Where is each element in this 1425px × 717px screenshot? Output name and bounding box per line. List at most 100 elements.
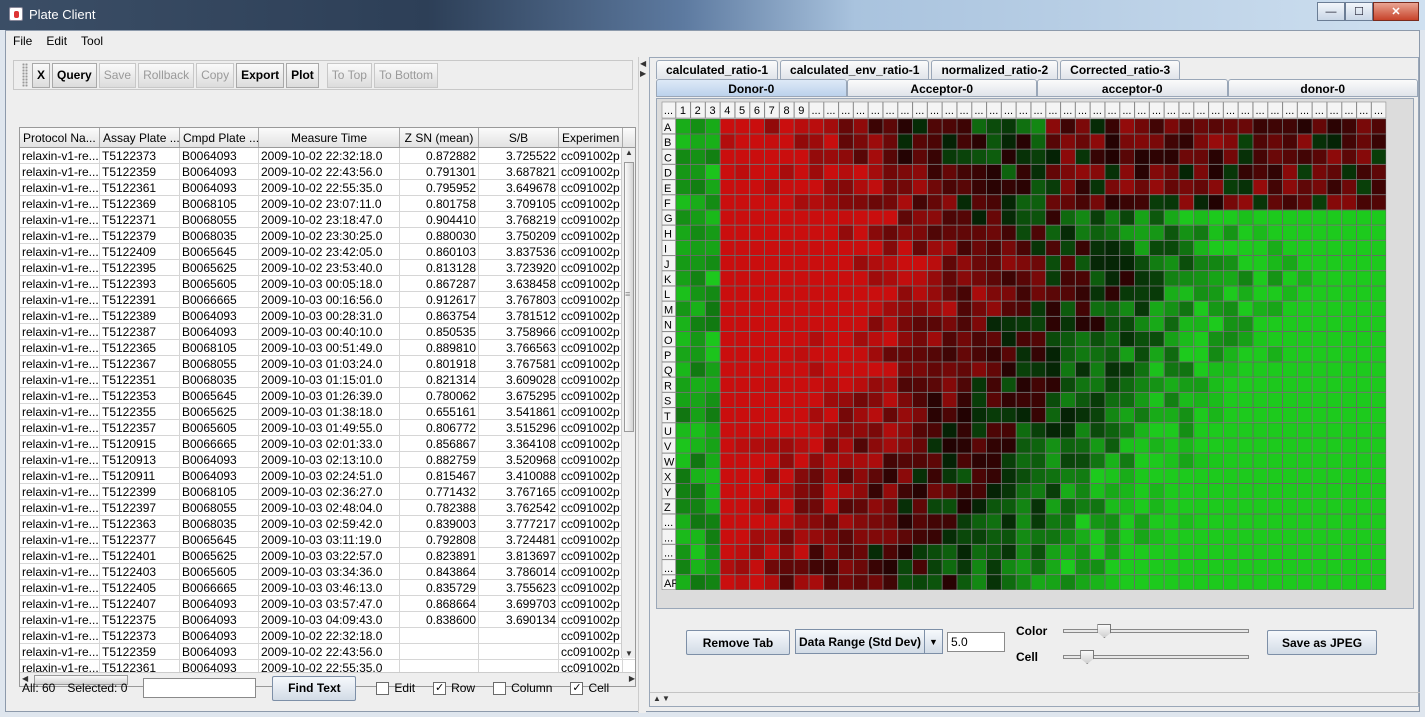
table-cell[interactable]: T5122397 — [100, 500, 180, 515]
plate-well[interactable] — [868, 225, 883, 241]
plate-well[interactable] — [1090, 316, 1105, 332]
plate-well[interactable] — [734, 164, 750, 180]
plate-well[interactable] — [1075, 118, 1091, 134]
plate-well[interactable] — [1164, 149, 1179, 165]
plate-well[interactable] — [764, 392, 780, 408]
plate-well[interactable] — [957, 392, 972, 408]
data-range-select[interactable]: Data Range (Std Dev) ▼ — [795, 629, 943, 654]
plate-well[interactable] — [1149, 468, 1165, 484]
plate-well[interactable] — [1164, 301, 1179, 317]
table-cell[interactable]: B0065645 — [180, 532, 259, 547]
plate-well[interactable] — [868, 118, 883, 134]
plate-well[interactable] — [838, 179, 854, 195]
plate-well[interactable] — [1060, 468, 1076, 484]
plate-well[interactable] — [1179, 529, 1194, 545]
table-row[interactable]: relaxin-v1-re... T5122371 B0068055 2009-10-… — [20, 212, 635, 228]
plate-well[interactable] — [1119, 270, 1135, 286]
plate-well[interactable] — [1001, 422, 1017, 438]
plate-well[interactable] — [749, 209, 765, 226]
plate-well[interactable] — [1060, 301, 1076, 317]
table-cell[interactable]: cc091002p — [559, 516, 623, 531]
plate-well[interactable] — [1001, 179, 1017, 195]
plate-well[interactable] — [1341, 164, 1357, 180]
plate-well[interactable] — [794, 270, 809, 286]
plate-well[interactable] — [1149, 270, 1165, 286]
plate-well[interactable] — [868, 574, 883, 590]
plate-well[interactable] — [853, 118, 869, 134]
table-cell[interactable]: 3.515296 — [479, 420, 559, 435]
plate-well[interactable] — [1223, 362, 1239, 378]
plate-well[interactable] — [1341, 301, 1357, 317]
plate-well[interactable] — [1179, 134, 1194, 150]
tab-donor-0[interactable]: donor-0 — [1227, 79, 1418, 97]
plate-well[interactable] — [1371, 529, 1387, 545]
plate-well[interactable] — [1090, 179, 1105, 195]
plate-well[interactable] — [1193, 255, 1209, 271]
scroll-left-icon[interactable]: ◀ — [22, 674, 29, 683]
table-cell[interactable]: 0.795952 — [400, 180, 479, 195]
plate-well[interactable] — [1341, 468, 1357, 484]
plate-well[interactable] — [1090, 149, 1105, 165]
plate-well[interactable] — [1060, 407, 1076, 423]
plate-well[interactable] — [690, 285, 706, 302]
plate-well[interactable] — [823, 468, 839, 484]
plate-well[interactable] — [1356, 483, 1372, 499]
plate-well[interactable] — [838, 164, 854, 180]
table-cell[interactable]: B0068055 — [180, 212, 259, 227]
plate-well[interactable] — [808, 438, 824, 454]
plate-well[interactable] — [1327, 301, 1342, 317]
plate-well[interactable] — [1282, 483, 1298, 499]
plate-well[interactable] — [1297, 285, 1313, 302]
plate-well[interactable] — [1208, 134, 1224, 150]
plate-well[interactable] — [1060, 316, 1076, 332]
plate-well[interactable] — [720, 331, 735, 347]
plate-well[interactable] — [1060, 118, 1076, 134]
plate-well[interactable] — [1105, 498, 1120, 514]
plate-well[interactable] — [1001, 285, 1017, 302]
table-cell[interactable]: 3.687821 — [479, 164, 559, 179]
plate-well[interactable] — [1119, 377, 1135, 393]
plate-well[interactable] — [1060, 164, 1076, 180]
plate-well[interactable] — [1016, 377, 1031, 393]
plate-well[interactable] — [1208, 240, 1224, 256]
plate-well[interactable] — [1282, 362, 1298, 378]
plate-well[interactable] — [927, 285, 943, 302]
column-header[interactable]: Z SN (mean) — [400, 128, 479, 147]
table-cell[interactable]: relaxin-v1-re... — [22, 372, 100, 387]
plate-well[interactable] — [868, 164, 883, 180]
plate-well[interactable] — [1016, 134, 1031, 150]
plate-well[interactable] — [794, 574, 809, 590]
plate-well[interactable] — [1253, 301, 1268, 317]
plate-well[interactable] — [1149, 559, 1165, 575]
plate-well[interactable] — [1312, 149, 1327, 165]
plate-well[interactable] — [1356, 255, 1372, 271]
plate-well[interactable] — [1016, 194, 1031, 210]
plate-well[interactable] — [1090, 483, 1105, 499]
plate-well[interactable] — [853, 149, 869, 165]
plate-well[interactable] — [1341, 346, 1357, 362]
plate-well[interactable] — [779, 346, 795, 362]
plate-well[interactable] — [705, 331, 721, 347]
table-cell[interactable]: cc091002p — [559, 308, 623, 323]
plate-well[interactable] — [1060, 377, 1076, 393]
plate-well[interactable] — [1208, 194, 1224, 210]
plate-well[interactable] — [1356, 316, 1372, 332]
plate-well[interactable] — [1045, 498, 1061, 514]
plate-well[interactable] — [1267, 377, 1283, 393]
plate-well[interactable] — [690, 331, 706, 347]
plate-well[interactable] — [912, 529, 928, 545]
plate-well[interactable] — [690, 194, 706, 210]
table-cell[interactable]: B0068035 — [180, 516, 259, 531]
plate-well[interactable] — [1208, 255, 1224, 271]
plate-well[interactable] — [1119, 255, 1135, 271]
plate-well[interactable] — [1356, 118, 1372, 134]
plate-well[interactable] — [868, 377, 883, 393]
plate-well[interactable] — [794, 346, 809, 362]
table-cell[interactable]: cc091002p — [559, 244, 623, 259]
plate-well[interactable] — [1208, 179, 1224, 195]
plate-well[interactable] — [853, 134, 869, 150]
plate-well[interactable] — [1001, 529, 1017, 545]
plate-well[interactable] — [1356, 529, 1372, 545]
to-top-button[interactable]: To Top — [326, 62, 372, 88]
checkbox-box[interactable] — [493, 681, 507, 695]
